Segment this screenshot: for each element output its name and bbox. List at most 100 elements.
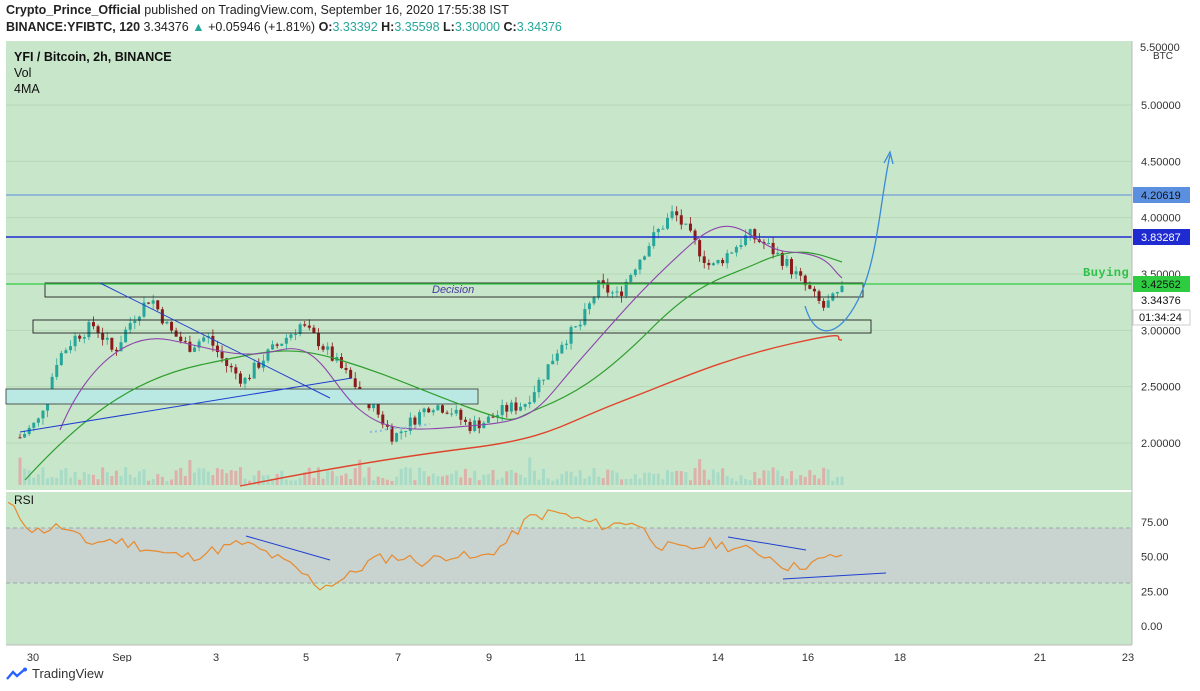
buying-label: Buying — [1083, 266, 1129, 280]
last-price-tag — [1133, 293, 1190, 308]
volume-bar — [307, 467, 311, 485]
volume-bar — [252, 475, 256, 485]
high-label: H: — [381, 20, 395, 34]
volume-bar — [519, 474, 523, 485]
open-label: O: — [318, 20, 333, 34]
chart-header: Crypto_Prince_Official published on Trad… — [0, 0, 1200, 40]
volume-bar — [716, 472, 720, 485]
volume-bar — [757, 478, 761, 485]
volume-bar — [643, 472, 647, 485]
candle-body — [59, 353, 63, 366]
candle-body — [271, 344, 275, 350]
volume-bar — [96, 479, 100, 485]
volume-bar — [23, 468, 27, 485]
time-tick-label: 5 — [303, 652, 309, 662]
time-tick-label: 9 — [486, 652, 492, 662]
volume-bar — [812, 475, 816, 485]
candle-body — [64, 350, 68, 354]
volume-bar — [395, 476, 399, 485]
volume-bar — [436, 476, 440, 485]
volume-bar — [344, 473, 348, 485]
candle-body — [101, 332, 105, 340]
volume-bar — [551, 480, 555, 485]
brand-name: TradingView — [32, 666, 104, 681]
volume-bar — [298, 477, 302, 485]
volume-bar — [372, 480, 376, 485]
volume-bars — [18, 457, 844, 485]
candle-body — [114, 349, 118, 352]
candle-body — [330, 346, 334, 361]
volume-bar — [665, 469, 669, 485]
published-text: published on TradingView.com, September … — [144, 3, 509, 17]
volume-bar — [101, 467, 105, 485]
volume-bar — [110, 475, 114, 485]
candle-body — [817, 291, 821, 301]
candle-body — [215, 345, 219, 353]
chart-canvas[interactable]: Decision Buying RSI 2.00000 2.50000 3.0000… — [0, 40, 1200, 662]
y-grid — [6, 104, 1132, 444]
price-tick-label: 5.00000 — [1141, 100, 1181, 112]
volume-bar — [32, 477, 36, 485]
volume-bar — [688, 480, 692, 485]
candle-body — [578, 324, 582, 327]
candle-body — [91, 322, 95, 327]
candle-body — [601, 280, 605, 284]
volume-bar — [514, 472, 518, 485]
candle-body — [753, 229, 757, 240]
volume-bar — [170, 479, 174, 485]
candle-body — [707, 262, 711, 266]
volume-bar — [509, 469, 513, 485]
volume-bar — [610, 470, 614, 485]
candle-body — [721, 259, 725, 264]
ohlc-line: BINANCE:YFIBTC, 120 3.34376 ▲ +0.05946 (… — [6, 20, 562, 34]
volume-bar — [248, 480, 252, 485]
volume-bar — [197, 468, 201, 485]
volume-bar — [133, 477, 137, 485]
level-buy-value: 3.42562 — [1141, 279, 1181, 291]
volume-bar — [427, 476, 431, 485]
candle-body — [385, 424, 389, 427]
time-tick-label: 3 — [213, 652, 219, 662]
author-name[interactable]: Crypto_Prince_Official — [6, 3, 141, 17]
candle-body — [624, 281, 628, 296]
rsi-band — [6, 528, 1132, 583]
volume-bar — [583, 478, 587, 485]
price-axis-background — [1132, 41, 1194, 645]
candle-body — [349, 369, 353, 379]
candle-body — [32, 422, 36, 428]
volume-bar — [597, 476, 601, 485]
volume-bar — [693, 468, 697, 485]
candle-body — [560, 344, 564, 354]
volume-bar — [463, 468, 467, 485]
volume-bar — [445, 475, 449, 485]
candle-body — [496, 415, 500, 418]
footer-brand[interactable]: TradingView — [6, 666, 104, 681]
candle-body — [519, 406, 523, 411]
volume-bar — [220, 469, 224, 485]
volume-bar — [454, 470, 458, 485]
candle-body — [491, 416, 495, 418]
volume-bar — [64, 468, 68, 485]
volume-bar — [592, 468, 596, 485]
legend-vol: Vol — [14, 66, 32, 80]
rsi-divergence-line-2 — [727, 536, 807, 551]
volume-bar — [491, 469, 495, 485]
volume-bar — [780, 476, 784, 485]
volume-bar — [542, 468, 546, 485]
candle-body — [835, 291, 839, 294]
candle-body — [266, 349, 270, 361]
volume-bar — [390, 480, 394, 485]
price-tick-label: 2.50000 — [1141, 382, 1181, 394]
volume-bar — [803, 476, 807, 485]
high-value: 3.35598 — [394, 20, 440, 34]
volume-bar — [450, 473, 454, 485]
volume-bar — [652, 473, 656, 485]
countdown-value: 01:34:24 — [1139, 312, 1182, 324]
ma-green-line — [24, 251, 843, 481]
volume-bar — [647, 472, 651, 485]
volume-bar — [546, 478, 550, 485]
volume-bar — [587, 476, 591, 485]
volume-bar — [656, 473, 660, 485]
candle-body — [413, 417, 417, 425]
volume-bar — [739, 475, 743, 485]
